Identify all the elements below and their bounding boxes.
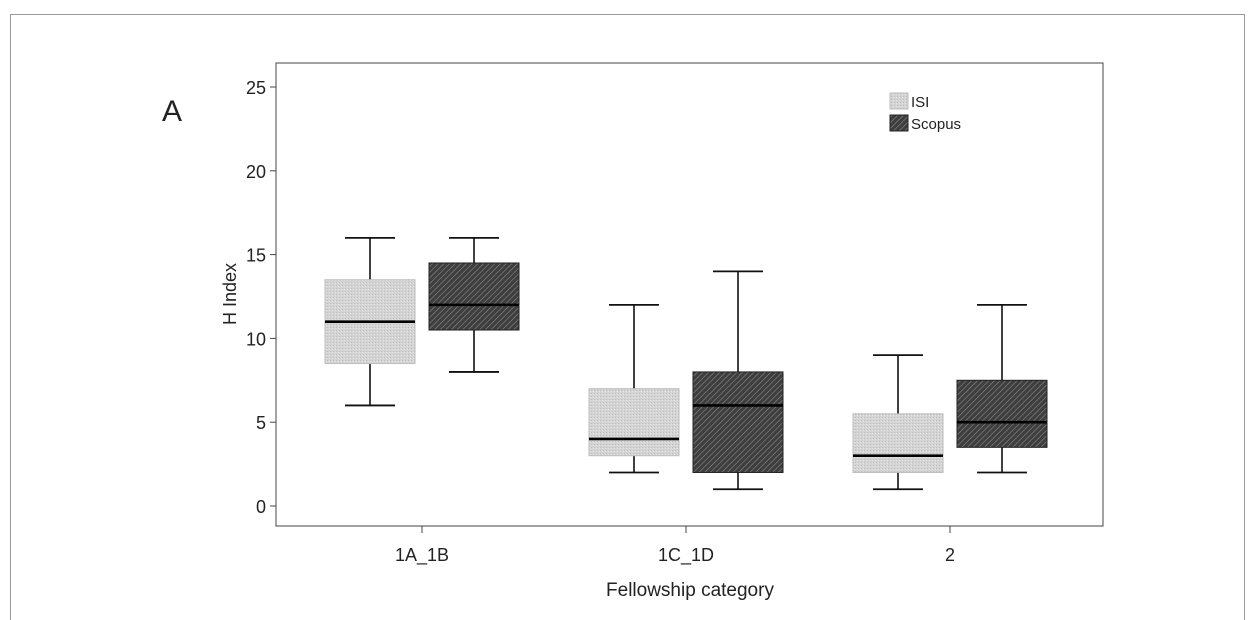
y-tick-label: 15: [246, 246, 266, 266]
legend-swatch-scopus: [889, 114, 909, 132]
y-tick-label: 20: [246, 162, 266, 182]
box-series-group: [324, 236, 1048, 491]
legend: ISI Scopus: [889, 92, 961, 133]
y-axis: 0 5 10 15 20 25: [246, 78, 276, 517]
y-tick-label: 10: [246, 329, 266, 349]
iqr-box: [852, 413, 944, 473]
box-isi-2: [852, 354, 944, 491]
box-scopus-2: [956, 303, 1048, 474]
iqr-box: [588, 388, 680, 457]
y-tick-label: 0: [256, 497, 266, 517]
x-tick-label: 1A_1B: [395, 545, 449, 566]
iqr-box: [428, 262, 520, 331]
plot-area: [275, 62, 1104, 527]
iqr-box: [956, 379, 1048, 448]
x-tick-label: 2: [945, 545, 955, 565]
y-tick-label: 5: [256, 413, 266, 433]
x-tick-label: 1C_1D: [658, 545, 714, 566]
box-isi-1a-1b: [324, 236, 416, 407]
y-tick-label: 25: [246, 78, 266, 98]
iqr-box: [692, 371, 784, 473]
figure-frame: [10, 14, 1245, 620]
panel-label: A: [162, 95, 182, 128]
x-axis-title: Fellowship category: [606, 580, 774, 601]
box-isi-1c-1d: [588, 303, 680, 474]
y-axis-title: H Index: [220, 263, 240, 325]
box-scopus-1a-1b: [428, 236, 520, 373]
x-axis: 1A_1B 1C_1D 2: [395, 526, 955, 566]
legend-swatch-isi: [889, 92, 909, 110]
legend-label-scopus: Scopus: [911, 116, 961, 133]
box-scopus-1c-1d: [692, 270, 784, 491]
legend-label-isi: ISI: [911, 94, 929, 111]
